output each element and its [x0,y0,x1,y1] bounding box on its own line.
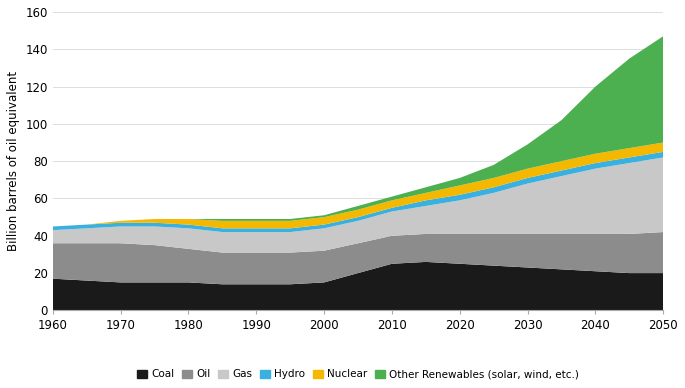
Legend: Coal, Oil, Gas, Hydro, Nuclear, Other Renewables (solar, wind, etc.): Coal, Oil, Gas, Hydro, Nuclear, Other Re… [137,369,580,379]
Y-axis label: Billion barrels of oil equivalent: Billion barrels of oil equivalent [7,71,20,251]
